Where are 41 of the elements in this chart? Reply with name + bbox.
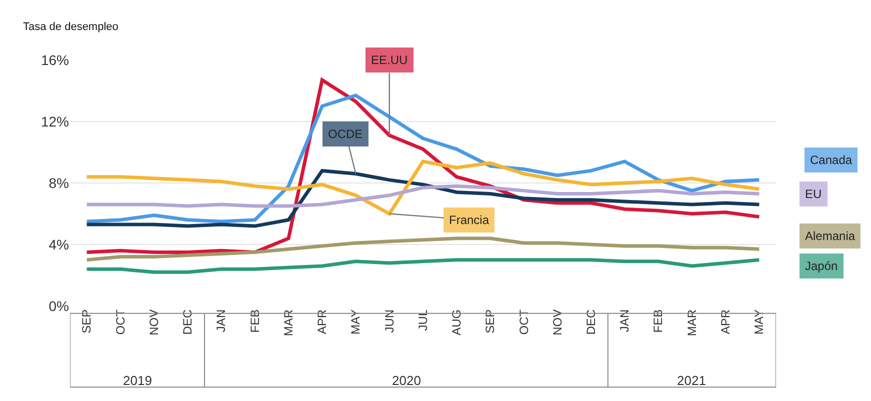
x-tick-label: APR xyxy=(718,309,732,334)
x-tick-label: JUL xyxy=(416,309,430,331)
x-tick-label: MAR xyxy=(281,309,296,336)
x-tick-label: FEB xyxy=(248,309,262,333)
text: 2020 xyxy=(392,373,421,388)
x-tick-label: JUN xyxy=(382,309,396,333)
x-tick-label: APR xyxy=(315,309,330,334)
x-tick-label: MAY xyxy=(348,309,363,335)
text: Japón xyxy=(805,259,838,273)
y-tick-label: 8% xyxy=(48,174,69,191)
line-series xyxy=(85,258,761,274)
line-series xyxy=(85,184,761,208)
x-tick-label: SEP xyxy=(483,309,498,334)
x-tick-label: DEC xyxy=(180,309,195,335)
line-series xyxy=(85,160,761,216)
line-series xyxy=(85,236,761,262)
x-tick-label: MAY xyxy=(752,309,766,335)
text: EE.UU xyxy=(371,53,408,67)
x-tick-label: DEC xyxy=(584,309,598,335)
x-tick-label: NOV xyxy=(550,309,564,336)
text: Francia xyxy=(449,213,490,227)
y-tick-label: 16% xyxy=(40,52,69,68)
x-tick-label: JAN xyxy=(214,309,228,332)
text: 2021 xyxy=(677,373,706,388)
text: OCDE xyxy=(328,127,363,141)
x-tick-label: SEP xyxy=(80,309,94,334)
y-tick-label: 4% xyxy=(48,236,69,252)
y-tick-label: 0% xyxy=(48,298,69,314)
x-tick-label: NOV xyxy=(146,309,161,336)
x-tick-label: MAR xyxy=(684,309,699,336)
text: EU xyxy=(805,187,822,201)
text: Alemania xyxy=(805,229,856,243)
x-tick-label: AUG xyxy=(450,309,464,336)
y-axis-title: Tasa de desempleo xyxy=(23,21,118,33)
x-tick-label: JAN xyxy=(618,309,632,332)
line-series xyxy=(85,94,761,224)
text: Canada xyxy=(810,153,852,167)
line-series xyxy=(85,168,761,228)
text: 2019 xyxy=(123,373,152,388)
x-tick-label: FEB xyxy=(651,309,666,333)
y-tick-label: 12% xyxy=(40,113,69,130)
